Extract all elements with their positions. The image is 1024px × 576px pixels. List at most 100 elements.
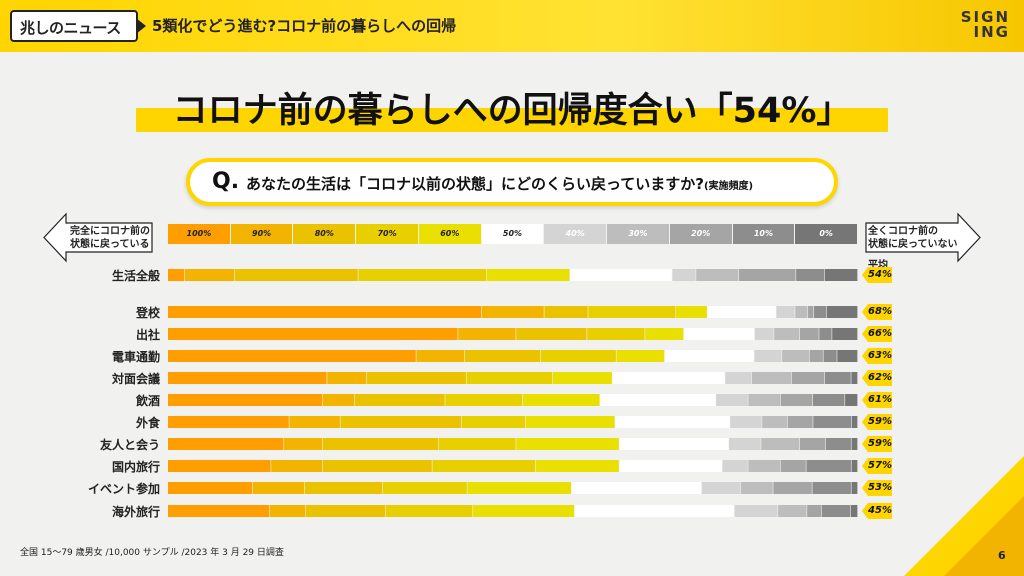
question-box: Q. あなたの生活は「コロナ以前の状態」にどのくらい戻っていますか?(実施頻度) xyxy=(186,158,838,206)
scale-cell: 0% xyxy=(795,224,857,244)
bar-segment xyxy=(358,269,487,281)
bar-segment xyxy=(467,482,571,494)
avg-badge: 63% xyxy=(862,348,892,364)
bar-segment xyxy=(432,460,535,472)
bar-segment xyxy=(832,328,858,340)
bar-segment xyxy=(730,416,762,428)
bar-segment xyxy=(701,482,741,494)
bar-segment xyxy=(588,306,676,318)
footnote: 全国 15〜79 歳男女 /10,000 サンプル /2023 年 3 月 29… xyxy=(20,548,284,558)
bar-segment xyxy=(676,306,707,318)
bar-segment xyxy=(806,460,851,472)
header-bar: 兆しのニュース 5類化でどう進む?コロナ前の暮らしへの回帰 SIGN ING xyxy=(0,0,1024,52)
bar-segment xyxy=(252,482,305,494)
bar-segment xyxy=(322,438,439,450)
bar-segment xyxy=(799,438,826,450)
bar-segment xyxy=(762,416,788,428)
avg-badge: 59% xyxy=(862,414,892,430)
question-text: あなたの生活は「コロナ以前の状態」にどのくらい戻っていますか?(実施頻度) xyxy=(246,173,753,194)
bar-segment xyxy=(813,416,852,428)
avg-header: 平均 xyxy=(868,260,888,271)
bar-segment xyxy=(774,328,800,340)
right-arrow-icon xyxy=(865,212,981,263)
bar-segment xyxy=(168,460,271,472)
left-arrow-icon xyxy=(43,212,153,263)
main-title-block: コロナ前の暮らしへの回帰度合い「54%」 xyxy=(136,82,888,138)
bar-segment xyxy=(851,482,858,494)
brand-line-2: ING xyxy=(973,23,1010,41)
bar-segment xyxy=(522,394,600,406)
row-label: 生活全般 xyxy=(111,269,160,283)
bar-segment xyxy=(748,394,781,406)
scale-cell: 10% xyxy=(732,224,795,244)
scale-cell: 100% xyxy=(168,224,230,244)
bar-segment xyxy=(535,460,619,472)
bar-segment xyxy=(773,482,812,494)
bar-segment xyxy=(367,372,466,384)
bar-segment xyxy=(525,416,615,428)
bar-segment xyxy=(612,372,725,384)
bar-segment xyxy=(740,482,773,494)
bar-segment xyxy=(851,438,858,450)
bar-segment xyxy=(809,350,823,362)
bar-segment xyxy=(382,482,467,494)
scale-cell: 60% xyxy=(418,224,481,244)
right-label-line-2: 状態に戻っていない xyxy=(868,239,958,250)
bar-segment xyxy=(787,416,813,428)
bar-segment xyxy=(544,306,588,318)
left-label-line-1: 完全にコロナ前の xyxy=(70,226,150,237)
bar-segment xyxy=(814,306,827,318)
scale-cell: 70% xyxy=(356,224,418,244)
bar-segment xyxy=(819,328,832,340)
bar-segment xyxy=(782,350,810,362)
scale-cell: 50% xyxy=(481,224,544,244)
bar-segment xyxy=(284,438,323,450)
bar-segment xyxy=(340,416,462,428)
corner-decoration xyxy=(904,456,1024,576)
title-highlight xyxy=(136,108,888,132)
bar-segment xyxy=(796,269,825,281)
bar-segment xyxy=(600,394,716,406)
bar-segment xyxy=(795,306,808,318)
bar-segment xyxy=(664,350,754,362)
row-label: 外食 xyxy=(135,416,160,430)
bar-segment xyxy=(438,438,516,450)
bar-segment xyxy=(615,416,730,428)
bar-segment xyxy=(304,482,383,494)
bar-segment xyxy=(748,460,781,472)
bar-segment xyxy=(587,328,645,340)
bar-segment xyxy=(845,394,858,406)
bar-segment xyxy=(168,394,323,406)
bar-segment xyxy=(516,328,587,340)
bar-segment xyxy=(540,350,616,362)
bar-segment xyxy=(269,505,306,517)
scale-cell: 40% xyxy=(544,224,607,244)
row-label: 登校 xyxy=(135,306,160,320)
bar-segment xyxy=(780,394,813,406)
bar-segment xyxy=(168,372,327,384)
bar-segment xyxy=(322,460,432,472)
question-note: (実施頻度) xyxy=(703,181,754,192)
bar-segment xyxy=(168,482,253,494)
bar-segment xyxy=(824,269,858,281)
bar-segment xyxy=(234,269,358,281)
bar-segment xyxy=(458,328,516,340)
row-label: 飲酒 xyxy=(135,394,160,408)
bar-segment xyxy=(184,269,235,281)
bar-segment xyxy=(725,372,752,384)
bar-segment xyxy=(807,306,814,318)
bar-segment xyxy=(812,482,851,494)
bar-segment xyxy=(683,328,755,340)
row-label: 海外旅行 xyxy=(111,505,160,519)
page-number: 6 xyxy=(998,549,1006,562)
avg-badge: 45% xyxy=(862,503,892,519)
bar-segment xyxy=(696,269,739,281)
bar-segment xyxy=(327,372,367,384)
bar-segment xyxy=(812,394,845,406)
bar-segment xyxy=(355,394,445,406)
bar-segment xyxy=(780,460,806,472)
row-label: 電車通勤 xyxy=(111,350,160,364)
header-title: 5類化でどう進む?コロナ前の暮らしへの回帰 xyxy=(152,17,457,35)
